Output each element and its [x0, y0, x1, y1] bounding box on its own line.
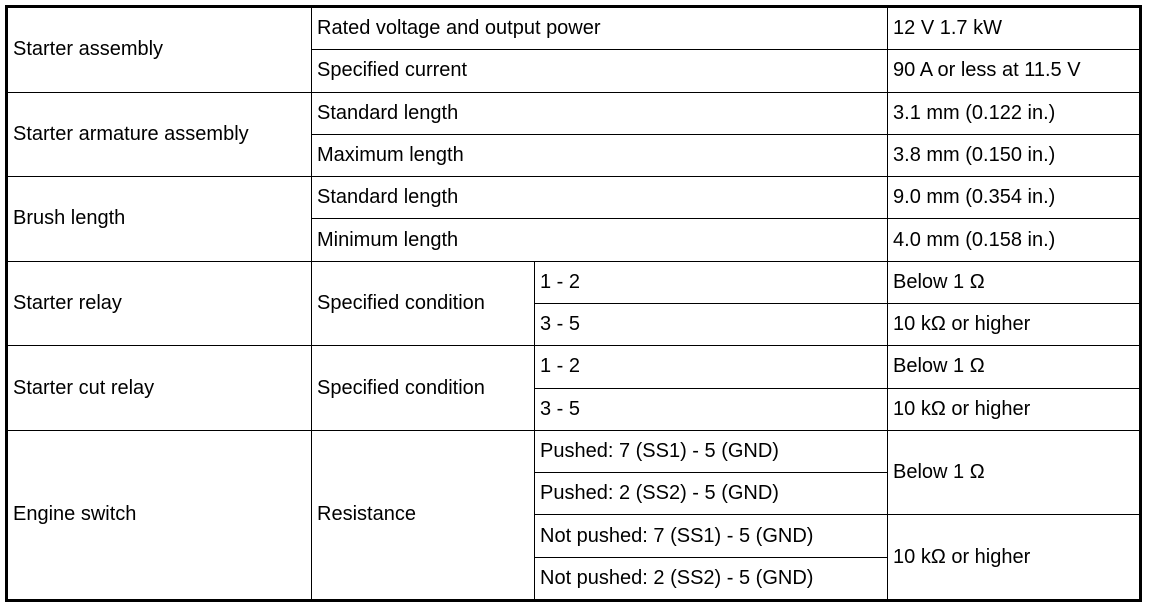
terminal: 1 - 2	[533, 345, 889, 389]
table-row: Not pushed: 2 (SS2) - 5 (GND)	[7, 556, 1141, 602]
spec-value: 10 kΩ or higher	[887, 302, 1142, 347]
spec-value: 3.8 mm (0.150 in.)	[887, 133, 1142, 178]
table-row: Starter assembly Rated voltage and outpu…	[6, 5, 1142, 93]
table-row: Brush length Standard length 9.0 mm (0.3…	[6, 176, 1142, 262]
condition-label: Resistance	[311, 429, 535, 602]
condition-label: Specified condition	[311, 260, 535, 347]
table-row: Starter armature assembly Standard lengt…	[6, 91, 1142, 178]
spec-value: 90 A or less at 11.5 V	[887, 49, 1142, 93]
spec-value: 12 V 1.7 kW	[887, 5, 1142, 51]
spec-value: 9.0 mm (0.354 in.)	[887, 176, 1142, 220]
terminal: Pushed: 7 (SS1) - 5 (GND)	[533, 429, 889, 474]
spec-name: Standard length	[310, 91, 889, 135]
terminal: 1 - 2	[533, 260, 889, 305]
spec-name: Standard length	[310, 176, 889, 220]
item-label: Starter armature assembly	[6, 91, 312, 178]
terminal: Pushed: 2 (SS2) - 5 (GND)	[533, 472, 889, 516]
condition-label: Specified condition	[311, 345, 535, 431]
spec-value: Below 1 Ω	[887, 345, 1142, 389]
table-row: Not pushed: 7 (SS1) - 5 (GND) 10 kΩ or h…	[7, 514, 1142, 601]
terminal: Not pushed: 2 (SS2) - 5 (GND)	[533, 556, 889, 602]
table-row: Minimum length 4.0 mm (0.158 in.)	[7, 218, 1142, 262]
table-row: Maximum length 3.8 mm (0.150 in.)	[7, 133, 1142, 178]
spec-value: 4.0 mm (0.158 in.)	[887, 218, 1142, 262]
table-row: Starter cut relay Specified condition 1 …	[6, 345, 1142, 431]
item-label: Brush length	[6, 176, 312, 262]
spec-value: 3.1 mm (0.122 in.)	[887, 91, 1142, 135]
item-label: Starter cut relay	[6, 345, 312, 431]
spec-value: Below 1 Ω	[887, 429, 1142, 516]
spec-name: Specified current	[310, 49, 889, 93]
item-label: Engine switch	[6, 429, 312, 602]
spec-value: 10 kΩ or higher	[887, 514, 1142, 601]
table-row: 3 - 5 10 kΩ or higher	[7, 302, 1142, 347]
specification-table: Starter assembly Rated voltage and outpu…	[5, 5, 1143, 602]
table-row: 3 - 5 10 kΩ or higher	[7, 387, 1142, 431]
table-row: Pushed: 2 (SS2) - 5 (GND)	[7, 472, 1141, 516]
terminal: Not pushed: 7 (SS1) - 5 (GND)	[533, 514, 889, 558]
spec-value: 10 kΩ or higher	[887, 387, 1142, 431]
spec-value: Below 1 Ω	[887, 260, 1142, 305]
terminal: 3 - 5	[533, 302, 889, 347]
table-row: Engine switch Resistance Pushed: 7 (SS1)…	[6, 429, 1142, 602]
item-label: Starter assembly	[6, 6, 312, 93]
spec-name: Minimum length	[310, 218, 889, 262]
table-row: Starter relay Specified condition 1 - 2 …	[6, 260, 1142, 347]
spec-name: Rated voltage and output power	[310, 5, 889, 51]
terminal: 3 - 5	[533, 387, 889, 431]
item-label: Starter relay	[6, 260, 312, 347]
table-row: Specified current 90 A or less at 11.5 V	[7, 49, 1142, 93]
spec-name: Maximum length	[310, 133, 889, 178]
